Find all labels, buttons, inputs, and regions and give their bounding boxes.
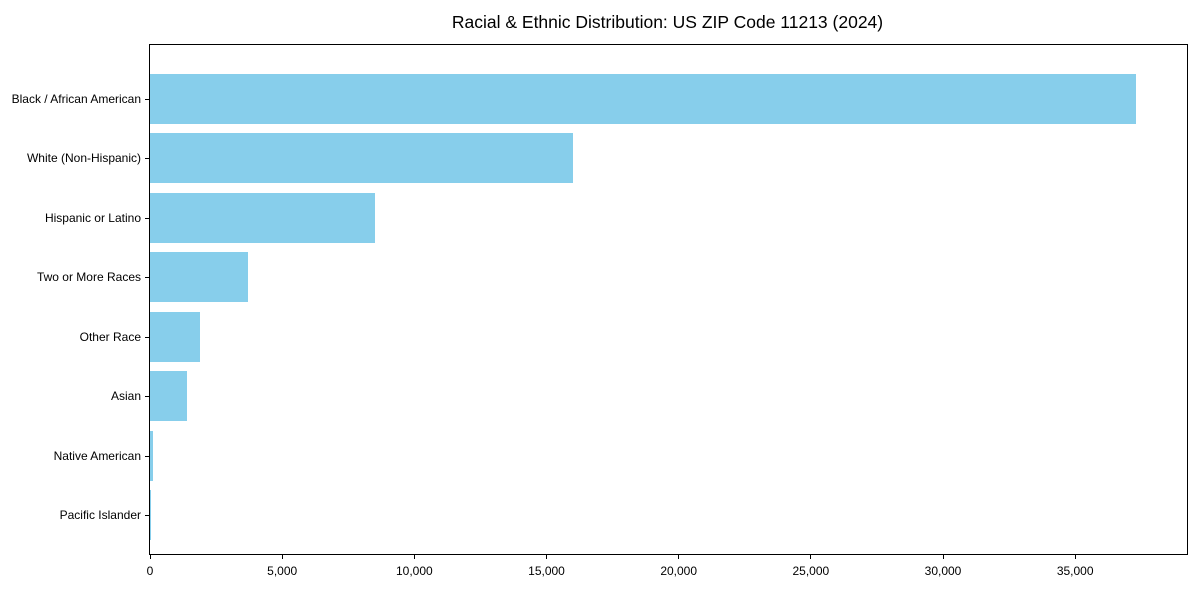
x-axis-tick-label: 20,000 [660,564,698,578]
x-axis-tick-mark [678,555,680,559]
y-axis-label: Native American [53,448,141,463]
y-axis-label: White (Non-Hispanic) [26,151,141,165]
y-axis-tick-mark [145,98,149,100]
bar-hispanic-or-latino [150,192,375,243]
bar-two-or-more-races [150,252,248,302]
bar-asian [150,371,187,421]
y-axis-tick-mark [145,396,149,397]
x-axis-tick-mark [413,555,415,559]
y-axis-label: Pacific Islander [59,508,141,522]
y-axis-tick-mark [145,277,149,278]
y-axis-label: Hispanic or Latino [44,210,141,225]
y-axis-tick-mark [145,336,149,338]
y-axis-tick-mark [145,455,149,457]
bar-black-african-american [150,73,1136,124]
x-axis-tick-label: 35,000 [1056,564,1094,578]
x-axis-tick-label: 0 [146,564,154,578]
x-axis-tick-label: 30,000 [924,564,962,578]
x-axis-tick-mark [281,555,283,559]
y-axis-tick-mark [145,515,149,516]
x-axis-tick-mark [546,555,547,559]
x-axis-tick-mark [149,555,151,559]
x-axis-tick-label: 5,000 [267,564,298,578]
x-axis-tick-label: 10,000 [395,564,433,578]
y-axis-tick-mark [145,158,149,159]
y-axis-label: Asian [110,389,141,403]
bar-other-race [150,311,201,362]
bar-native-american [150,430,153,481]
plot-area: Black / African American White (Non-Hispa… [12,44,1188,578]
bar-pacific-islander [150,490,152,540]
x-axis-tick-mark [942,555,944,559]
y-axis-label: Two or More Races [36,270,141,284]
x-axis-tick-label: 15,000 [528,564,565,578]
x-axis-tick-mark [1074,555,1076,559]
chart-title: Racial & Ethnic Distribution: US ZIP Cod… [451,12,884,32]
x-axis-tick-mark [810,555,812,559]
bar-white-non-hispanic [150,133,573,183]
y-axis-tick-mark [145,217,149,219]
y-axis-label: Black / African American [11,91,141,106]
y-axis-label: Other Race [79,329,141,344]
x-axis-tick-label: 25,000 [792,564,830,578]
